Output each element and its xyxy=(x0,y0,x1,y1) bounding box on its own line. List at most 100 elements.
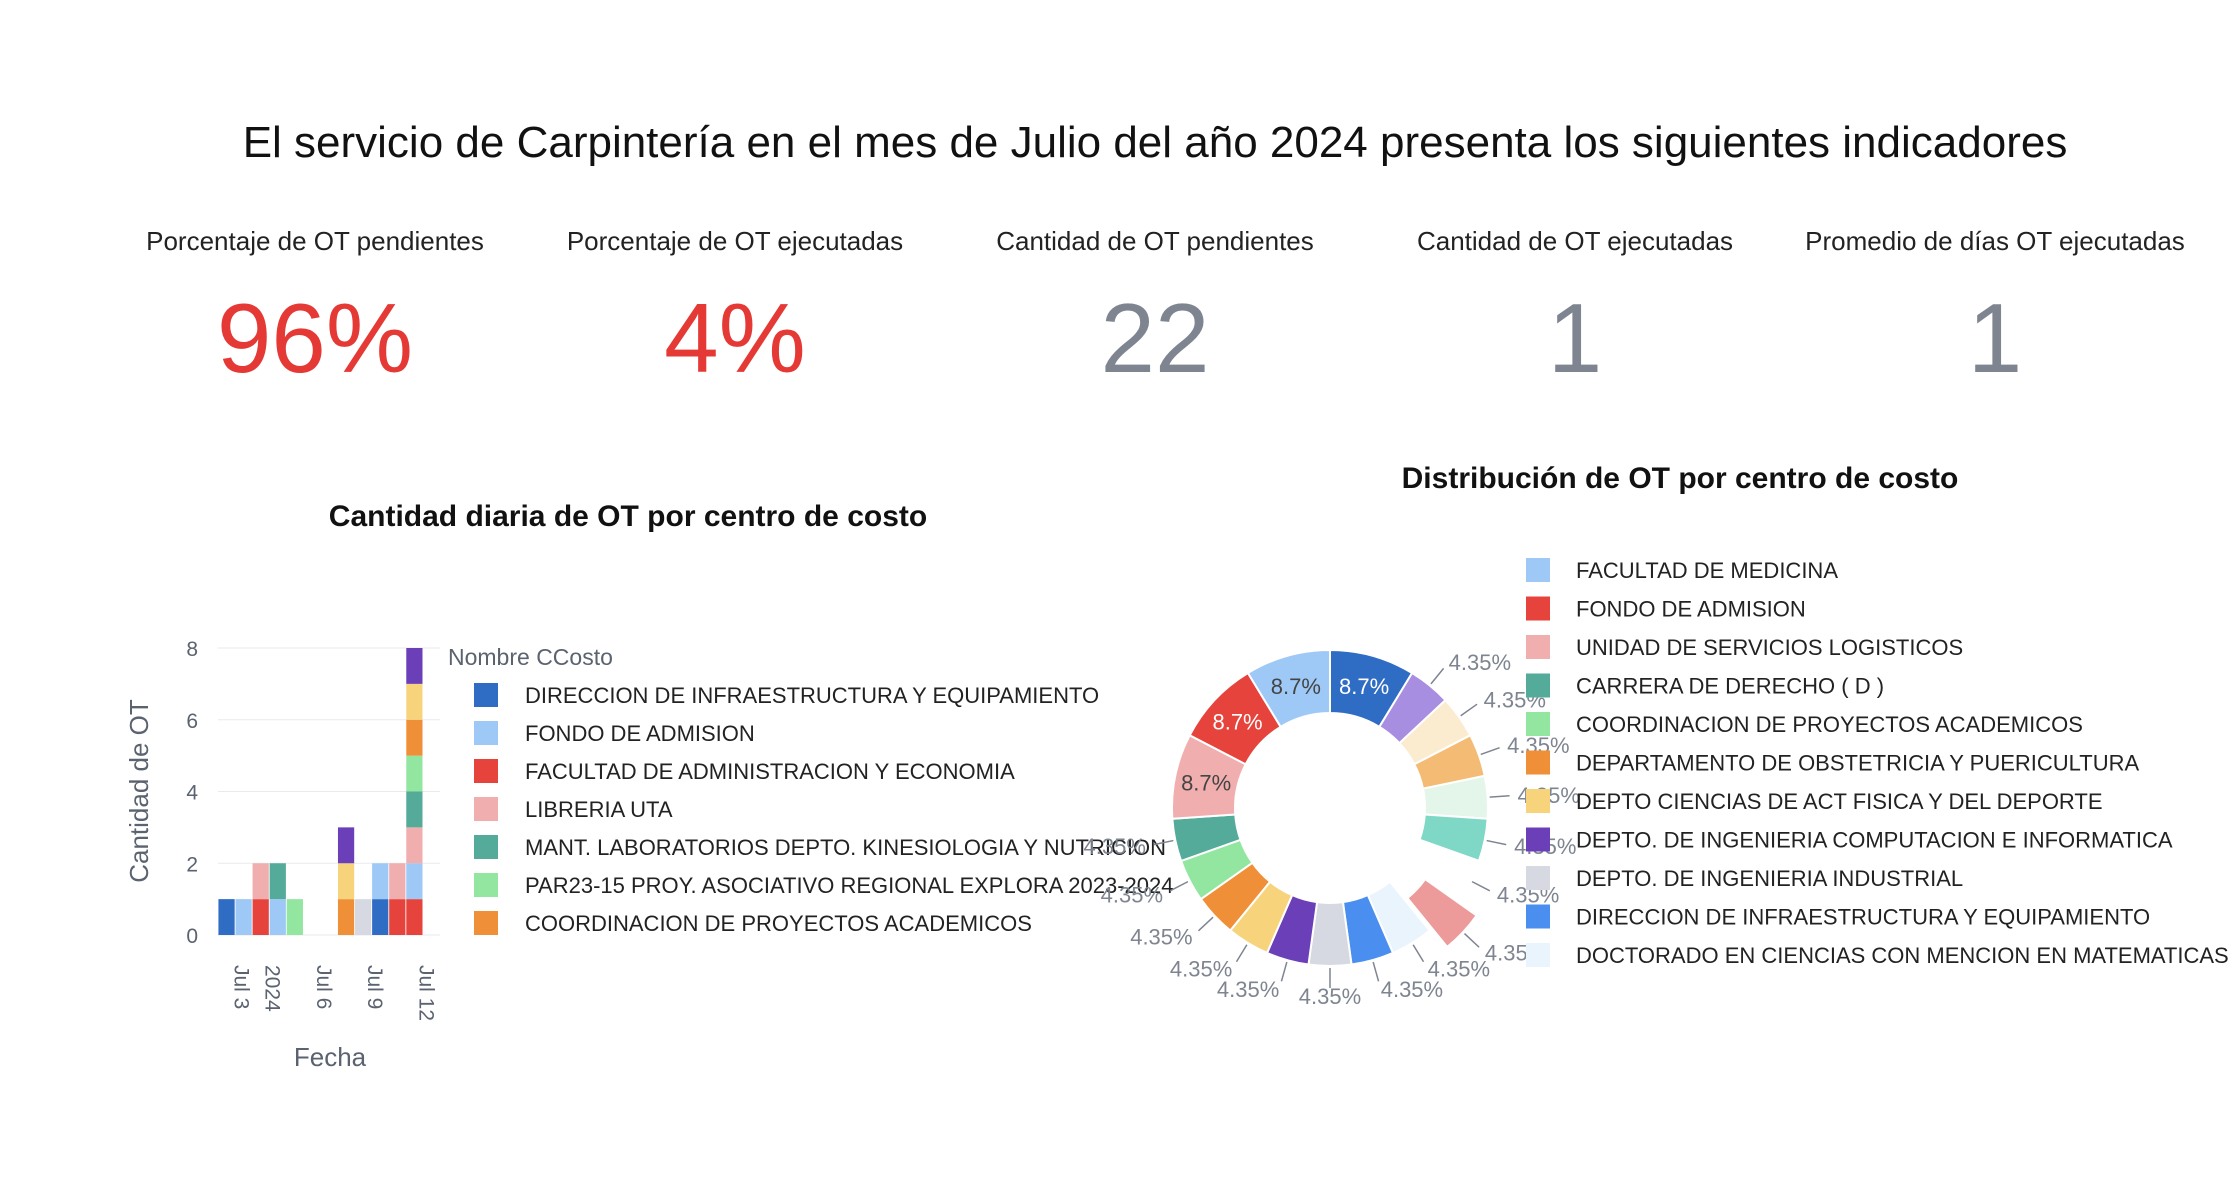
kpi-label: Promedio de días OT ejecutadas xyxy=(1805,226,2185,256)
x-tick-label: Jul 9 xyxy=(363,965,386,1009)
donut-slice-label: 8.7% xyxy=(1212,710,1262,735)
legend-label: MANT. LABORATORIOS DEPTO. KINESIOLOGIA Y… xyxy=(525,835,1166,860)
bar-segment xyxy=(337,863,355,900)
kpi-value: 4% xyxy=(664,283,806,393)
donut-label-leader xyxy=(1412,944,1425,963)
donut-slice xyxy=(1246,648,1331,729)
y-tick-label: 8 xyxy=(186,638,198,661)
donut-label-leader xyxy=(1463,933,1480,948)
legend-label: PAR23-15 PROY. ASOCIATIVO REGIONAL EXPLO… xyxy=(525,873,1173,898)
x-axis-label: Fecha xyxy=(294,1042,367,1072)
legend-swatch xyxy=(474,721,498,745)
legend-label: FONDO DE ADMISION xyxy=(1576,597,1806,622)
legend-label: FACULTAD DE MEDICINA xyxy=(1576,558,1838,583)
bar-segment xyxy=(286,899,303,935)
bar-segment xyxy=(355,899,372,935)
bar-segment xyxy=(406,791,423,828)
donut-label-leader xyxy=(1372,961,1380,982)
legend-swatch xyxy=(474,911,498,935)
x-tick-label: Jul 3 xyxy=(230,965,253,1009)
donut-slice-label: 4.35% xyxy=(1170,957,1232,982)
legend-swatch xyxy=(1526,789,1550,813)
donut-slice-label: 4.35% xyxy=(1101,882,1163,907)
kpi-value: 1 xyxy=(1547,283,1603,393)
y-axis-label: Cantidad de OT xyxy=(124,699,154,883)
donut-label-leader xyxy=(1480,747,1500,756)
legend-label: DEPARTAMENTO DE OBSTETRICIA Y PUERICULTU… xyxy=(1576,751,2139,776)
legend-swatch xyxy=(1526,943,1550,967)
donut-label-leader xyxy=(1430,667,1445,685)
y-tick-label: 2 xyxy=(186,853,198,876)
legend-swatch xyxy=(1526,712,1550,736)
legend-swatch xyxy=(474,835,498,859)
bar-segment xyxy=(218,899,235,935)
legend-swatch xyxy=(1526,558,1550,582)
bar-segment xyxy=(389,863,406,900)
x-tick-label: Jul 6 xyxy=(312,965,335,1009)
donut-slice xyxy=(1406,877,1479,949)
bar-chart-title: Cantidad diaria de OT por centro de cost… xyxy=(328,500,928,533)
bar-segment xyxy=(406,827,423,864)
donut-slice-label: 8.7% xyxy=(1181,770,1231,795)
donut-label-leader xyxy=(1153,839,1174,846)
legend-label: UNIDAD DE SERVICIOS LOGISTICOS xyxy=(1576,635,1963,660)
page-title: El servicio de Carpintería en el mes de … xyxy=(242,118,2068,167)
bar-segment xyxy=(269,899,286,935)
donut-label-leader xyxy=(1460,703,1478,717)
kpi-average-days: Promedio de días OT ejecutadas 1 xyxy=(1780,226,2210,387)
donut-label-leader xyxy=(1489,794,1510,798)
legend-label: FONDO DE ADMISION xyxy=(525,721,755,746)
legend-label: COORDINACION DE PROYECTOS ACADEMICOS xyxy=(525,911,1032,936)
donut-slice-label: 4.35% xyxy=(1130,924,1192,949)
kpi-executed-percentage: Porcentaje de OT ejecutadas 4% xyxy=(520,226,950,387)
bar-segment xyxy=(372,899,389,935)
donut-label-leader xyxy=(1169,880,1189,892)
legend-label: DIRECCION DE INFRAESTRUCTURA Y EQUIPAMIE… xyxy=(525,683,1099,708)
legend-label: DOCTORADO EN CIENCIAS CON MENCION EN MAT… xyxy=(1576,943,2229,968)
donut-slice-label: 4.35% xyxy=(1449,650,1511,675)
kpi-value: 22 xyxy=(1100,283,1210,393)
donut-slice-label: 4.35% xyxy=(1217,977,1279,1002)
kpi-label: Porcentaje de OT ejecutadas xyxy=(566,226,904,256)
bar-segment xyxy=(406,755,423,792)
legend-swatch xyxy=(1526,596,1550,621)
legend-label: DEPTO. DE INGENIERIA INDUSTRIAL xyxy=(1576,866,1963,891)
bar-segment xyxy=(337,827,355,864)
kpi-label: Cantidad de OT ejecutadas xyxy=(1416,226,1734,256)
donut-slice-label: 4.35% xyxy=(1299,984,1361,1009)
bar-segment xyxy=(269,863,286,900)
y-tick-label: 6 xyxy=(186,710,198,733)
bar-segment xyxy=(406,899,423,935)
kpi-value: 1 xyxy=(1967,283,2023,393)
donut-chart-title: Distribución de OT por centro de costo xyxy=(1401,462,1959,495)
donut-label-leader xyxy=(1280,961,1288,982)
donut-slice-label: 4.35% xyxy=(1428,957,1490,982)
donut-slice xyxy=(1406,838,1481,901)
legend-swatch xyxy=(474,683,498,707)
legend-swatch xyxy=(1526,904,1550,929)
donut-label-leader xyxy=(1471,880,1491,892)
bar-segment xyxy=(235,899,252,935)
legend-label: COORDINACION DE PROYECTOS ACADEMICOS xyxy=(1576,712,2083,737)
donut-slice-label: 4.35% xyxy=(1084,834,1146,859)
bar-segment xyxy=(372,863,389,900)
legend-swatch xyxy=(474,797,498,821)
kpi-pending-count: Cantidad de OT pendientes 22 xyxy=(940,226,1370,387)
legend-swatch xyxy=(1526,750,1550,775)
donut-slice-label: 4.35% xyxy=(1381,977,1443,1002)
bar-segment xyxy=(252,863,269,900)
legend-title: Nombre CCosto xyxy=(448,644,613,670)
legend-label: LIBRERIA UTA xyxy=(525,797,673,822)
bar-segment xyxy=(406,719,423,756)
legend-swatch xyxy=(1526,827,1550,852)
bar-segment xyxy=(406,863,423,900)
y-tick-label: 4 xyxy=(186,782,198,805)
bar-segment xyxy=(252,899,269,935)
legend-swatch xyxy=(474,759,498,783)
bar-segment xyxy=(389,899,406,935)
legend-label: CARRERA DE DERECHO ( D ) xyxy=(1576,674,1884,699)
kpi-label: Porcentaje de OT pendientes xyxy=(146,226,484,256)
donut-slice-label: 8.7% xyxy=(1271,674,1321,699)
legend-label: DEPTO. DE INGENIERIA COMPUTACION E INFOR… xyxy=(1576,828,2173,853)
